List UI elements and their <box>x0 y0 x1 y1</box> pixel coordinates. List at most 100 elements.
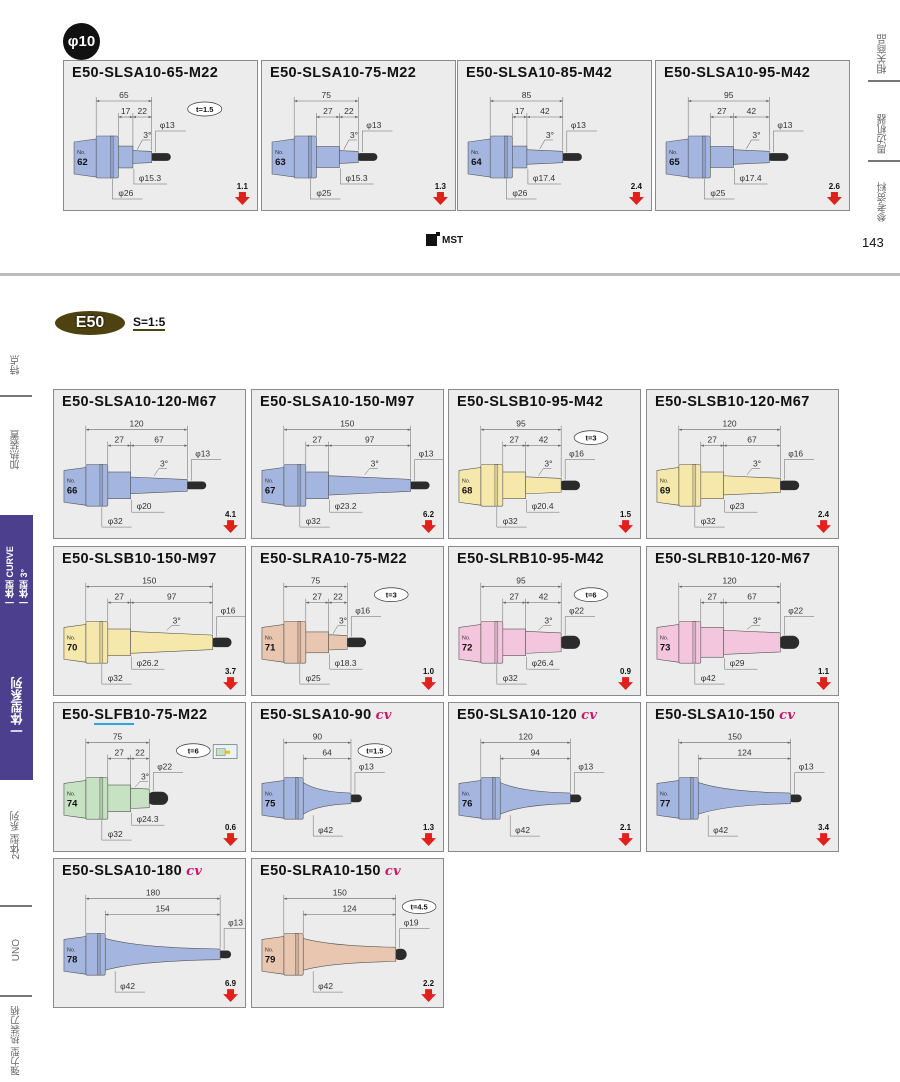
shank-diameter-label: φ22 <box>157 762 172 772</box>
body-diameter-label: φ18.3 <box>335 658 357 668</box>
left-nav-label: 2体型 系列 <box>11 810 22 860</box>
dimension-label: 27 <box>510 435 520 445</box>
product-card[interactable]: No. 72 95 27 42 φ22 φ26.4 φ32 3° t=6 0.9 E50-SLRB10… <box>448 546 641 696</box>
product-title: E50-SLSA10-90 cv <box>260 707 392 723</box>
angle-label: 3° <box>371 458 379 468</box>
flange <box>678 777 699 820</box>
angle-label: 3° <box>544 615 552 625</box>
taper <box>132 150 153 164</box>
dimension-arrow <box>490 99 494 103</box>
product-title: E50-SLSA10-120-M67 <box>62 394 217 410</box>
dimension-label: 120 <box>723 576 737 586</box>
product-card[interactable]: No. 73 120 27 67 φ22 φ29 φ42 3° 1.1 E50-SLRB10-120… <box>646 546 839 696</box>
body-diameter-label: φ29 <box>730 658 745 668</box>
base-diameter-label: φ32 <box>503 673 518 683</box>
dimension-arrow <box>217 913 221 916</box>
shank-diameter-leader <box>566 130 597 153</box>
neck <box>699 471 724 500</box>
product-card[interactable]: No. 70 150 27 97 φ16 φ26.2 φ32 3° 3.7 E50-SLSB10-1… <box>53 546 246 696</box>
flange-groove <box>504 135 508 179</box>
body-diameter-leader <box>329 499 363 513</box>
dimension-arrow <box>777 601 781 604</box>
left-nav-item-heating-unit[interactable]: 加热装置 <box>0 415 33 485</box>
weight-label: 3.4 <box>818 823 830 832</box>
product-card[interactable]: No. 71 75 27 22 φ16 φ18.3 φ25 3° t=3 1.0 E50-SLRA10… <box>251 546 444 696</box>
title-part: SLFB <box>94 707 134 725</box>
product-card[interactable]: No. 64 85 17 42 φ13 φ17.4 φ26 3° 2.4 E50-SLSA10-85… <box>457 60 652 211</box>
product-card[interactable]: No. 62 65 17 22 φ13 φ15.3 φ26 3° t=1.5 1.1 E50-SLSA… <box>63 60 258 211</box>
dimension-label: 22 <box>344 106 354 116</box>
tool-drawing: No.73 120 27 67 φ22 φ29 φ42 3° 1.1 <box>656 576 832 691</box>
base-diameter-leader <box>114 971 146 993</box>
dimension-arrow <box>698 757 702 760</box>
title-text: E50-SLRB10-120-M67 <box>655 551 811 567</box>
base-diameter-label: φ32 <box>503 516 518 526</box>
dimension-label: 90 <box>313 732 323 742</box>
dimension-arrow <box>558 585 562 588</box>
product-card[interactable]: No. 68 95 27 42 φ16 φ20.4 φ32 3° t=3 1.5 E50-SLSB10… <box>448 389 641 539</box>
left-nav-item-one-piece-series[interactable]: 一体型 CURVE 一体型 3° 一体型系列 <box>0 515 33 780</box>
mst-logo: MST <box>426 232 463 246</box>
angle-label: 3° <box>752 130 760 140</box>
body-diameter-label: φ20.4 <box>532 501 554 511</box>
flange-groove <box>99 621 104 664</box>
body-diameter-leader <box>131 812 165 826</box>
body-diameter-label: φ15.3 <box>345 173 367 183</box>
taper <box>130 476 188 495</box>
dimension-arrow <box>526 115 530 119</box>
product-card[interactable]: No. 78 180 154 φ13 φ42 6.9 E50-SLSA10-180 cv <box>53 858 246 1008</box>
item-number: 62 <box>77 157 88 168</box>
product-card[interactable]: No. 66 120 27 67 φ13 φ20 φ32 3° 4.1 E50-SLSA10-120… <box>53 389 246 539</box>
shank-diameter-label: φ16 <box>569 449 584 459</box>
right-nav-item-related-products[interactable]: 相关商品 <box>866 4 900 74</box>
thickness-label: t=3 <box>586 434 597 443</box>
base-diameter-label: φ42 <box>515 825 530 835</box>
dimension-arrow <box>283 585 287 588</box>
product-card[interactable]: No. 76 120 94 φ13 φ42 2.1 E50-SLSA10-120 cv <box>448 702 641 852</box>
shank-diameter-leader <box>399 928 430 948</box>
product-card[interactable]: No. 79 150 124 φ19 φ42 t=4.5 2.2 E50-SLRA10-150 c… <box>251 858 444 1008</box>
taper <box>526 149 564 165</box>
item-number: 73 <box>660 642 671 653</box>
shank-diameter-leader <box>216 616 245 637</box>
tool-drawing: No.74 75 27 22 φ22 φ24.3 φ32 3° t=6 0.6 <box>63 732 239 847</box>
flange <box>283 621 307 664</box>
dimension-arrow <box>787 757 791 760</box>
left-nav-item-two-piece-series[interactable]: 2体型 系列 <box>0 800 33 870</box>
body-diameter-label: φ17.4 <box>533 173 555 183</box>
taper <box>130 631 213 654</box>
flange <box>480 621 504 664</box>
dimension-arrow <box>688 99 692 103</box>
left-nav-item-features[interactable]: 特点 <box>0 340 33 390</box>
dimension-label: 75 <box>113 732 123 742</box>
dimension-arrow <box>777 585 781 588</box>
body-diameter-leader <box>526 656 560 670</box>
taper <box>733 149 770 165</box>
thickness-bubble <box>573 430 609 445</box>
product-card[interactable]: No. 63 75 27 22 φ13 φ15.3 φ25 3° 1.3 E50-SLSA10-75… <box>261 60 456 211</box>
title-text: E50-SLSA10-120 <box>457 707 578 723</box>
left-nav-item-uno[interactable]: UNO <box>0 930 33 970</box>
base-diameter-label: φ25 <box>306 673 321 683</box>
dimension-label: 27 <box>510 592 520 602</box>
product-title: E50-SLSA10-150 cv <box>655 707 795 723</box>
shank <box>788 794 802 803</box>
left-nav-item-heavy-duty[interactable]: 强力型 热装刀柄 <box>0 1005 33 1077</box>
product-card[interactable]: No. 77 150 124 φ13 φ42 3.4 E50-SLSA10-150 cv <box>646 702 839 852</box>
curved-taper <box>302 938 397 971</box>
flange <box>85 777 109 820</box>
left-nav-sub-label: 一体型 3° <box>19 568 29 607</box>
product-card[interactable]: No. 74 75 27 22 φ22 φ24.3 φ32 3° t=6 0.6 E50-SLFB10… <box>53 702 246 852</box>
product-card[interactable]: No. 75 90 64 φ13 φ42 t=1.5 1.3 E50-SLSA10-90 cv <box>251 702 444 852</box>
product-card[interactable]: No. 65 95 27 42 φ13 φ17.4 φ25 3° 2.6 E50-SLSA10-95… <box>655 60 850 211</box>
dimension-label: 27 <box>313 435 323 445</box>
right-nav-item-reference[interactable]: 参考资料 <box>866 172 900 222</box>
scale-label: S=1:5 <box>133 315 166 331</box>
product-card[interactable]: No. 69 120 27 67 φ16 φ23 φ32 3° 2.4 E50-SLSB10-120… <box>646 389 839 539</box>
right-nav-item-peripherals[interactable]: 周边机器 <box>866 94 900 154</box>
item-number: 66 <box>67 485 78 496</box>
product-card[interactable]: No. 67 150 27 97 φ13 φ23.2 φ32 3° 6.2 E50-SLSA10-1… <box>251 389 444 539</box>
dimension-arrow <box>184 444 188 447</box>
title-text: E50-SLSB10-120-M67 <box>655 394 810 410</box>
angle-leader <box>343 139 357 150</box>
